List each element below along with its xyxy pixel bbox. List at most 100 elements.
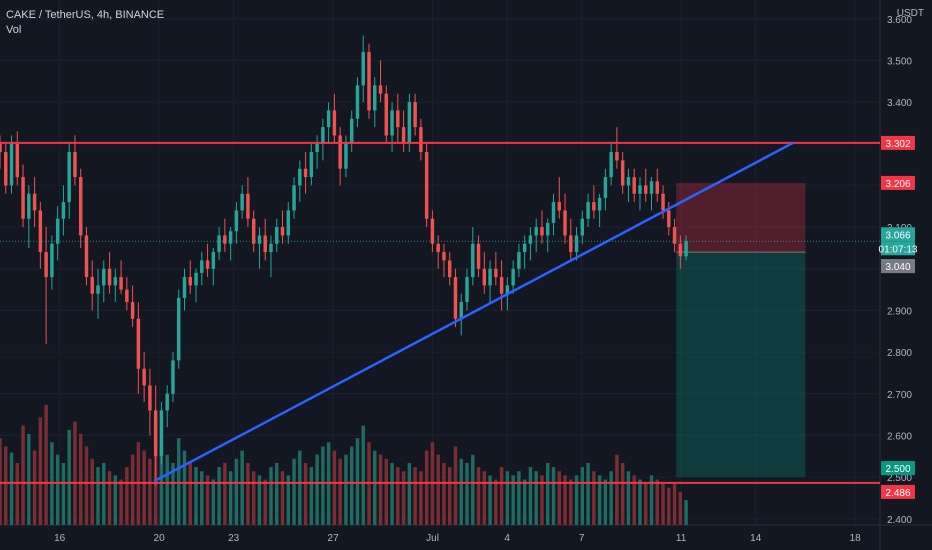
candle-body [505,285,510,294]
volume-bar [309,467,314,525]
candle-body [430,218,435,244]
volume-bar [522,479,527,525]
price-tick-label: 3.500 [887,56,912,67]
candle-body [321,127,325,144]
candle-body [257,235,262,244]
candle-body [21,177,25,219]
candle-body [130,302,135,319]
candle-body [194,272,198,286]
candle-body [499,277,504,294]
volume-bar [349,446,354,525]
candle-body [545,222,550,236]
volume-bar [373,450,377,525]
volume-bar [557,471,561,525]
candle-body [177,297,181,361]
volume-bar [494,479,498,525]
candle-body [344,143,348,169]
volume-bar [78,433,83,525]
candle-body [620,160,625,186]
candle-body [603,177,608,198]
price-tick-label: 2.400 [887,515,912,526]
volume-bar [511,475,515,525]
volume-bar [27,433,31,525]
volume-bar [292,458,296,525]
candle-body [269,243,273,253]
candle-body [159,410,164,457]
candle-body [44,252,48,278]
candle-body [401,127,406,144]
candle-body [471,243,475,278]
volume-bar [419,471,423,525]
candle-body [522,243,527,253]
volume-bar [171,462,175,525]
volume-bar [609,471,613,525]
price-scale-label-bg [881,461,915,476]
volume-bar [678,491,683,525]
candle-body [447,260,452,278]
volume-bar [177,438,181,525]
price-scale-unit[interactable]: USDT [896,8,924,19]
volume-bar [471,454,475,525]
candle-body [684,241,688,257]
volume-bar [407,462,412,525]
candle-body [200,260,204,273]
symbol-legend[interactable]: CAKE / TetherUS, 4h, BINANCE [6,9,165,21]
candle-body [390,110,394,136]
candle-body [55,218,60,244]
candle-body [378,85,383,94]
volume-bar [569,479,573,525]
price-scale-label: 3.040 [885,262,910,273]
volume-bar [384,458,389,525]
volume-bar [361,425,365,525]
volume-bar [545,462,550,525]
candle-body [275,227,279,244]
price-tick-label: 2.600 [887,431,912,442]
candle-body [563,210,567,236]
candle-body [90,277,94,294]
time-tick-label: 11 [676,533,687,544]
candle-body [251,218,256,244]
volume-bar [684,500,688,525]
volume-bar [453,446,458,525]
candle-body [361,52,365,86]
candle-body [217,235,221,253]
time-tick-label: Jul [426,533,439,544]
candle-body [27,193,31,219]
price-tick-label: 2.700 [887,390,912,401]
volume-bar [188,462,192,525]
candle-body [205,260,210,269]
volume-bar [517,471,521,525]
candle-body [303,168,308,178]
volume-bar [84,446,89,525]
volume-bar [638,479,642,525]
volume-legend[interactable]: Vol [6,24,22,36]
volume-bar [436,454,440,525]
candle-body [263,235,267,253]
volume-bar [586,462,590,525]
candle-body [182,277,187,298]
candle-body [102,268,106,286]
candle-body [292,185,296,211]
candle-body [67,152,71,203]
volume-bar [251,471,256,525]
candle-body [597,197,602,211]
candle-body [638,185,642,194]
volume-bar [234,458,239,525]
time-tick-label: 4 [504,533,510,544]
candle-body [482,268,487,286]
time-tick-label: 14 [750,533,762,544]
price-tick-label: 3.600 [887,15,912,26]
candle-body [436,243,440,253]
candle-body [476,243,481,269]
candle-body [528,235,533,244]
volume-bar [465,462,469,525]
candle-body [540,227,544,236]
price-tick-label: 2.800 [887,348,912,359]
volume-bar [534,471,538,525]
volume-bar [580,467,585,525]
candle-body [465,277,469,303]
volume-bar [413,467,417,525]
volume-bar [200,471,204,525]
candle-body [424,152,429,219]
